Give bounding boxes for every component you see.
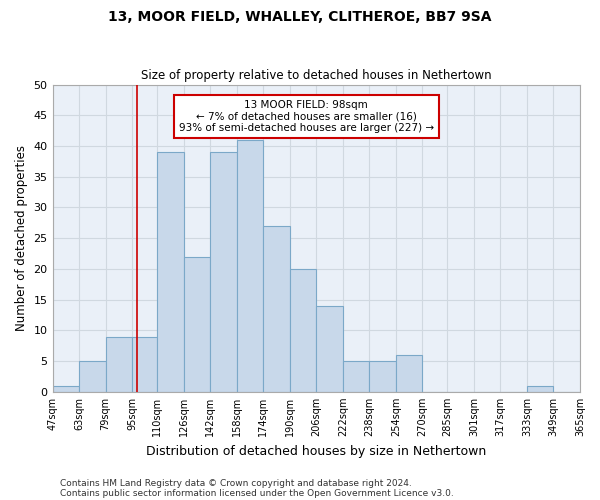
X-axis label: Distribution of detached houses by size in Nethertown: Distribution of detached houses by size … [146, 444, 487, 458]
Bar [316, 306, 343, 392]
Bar [236, 140, 263, 392]
Bar [210, 152, 236, 392]
Bar [370, 361, 396, 392]
Bar [343, 361, 370, 392]
Text: 13 MOOR FIELD: 98sqm
← 7% of detached houses are smaller (16)
93% of semi-detach: 13 MOOR FIELD: 98sqm ← 7% of detached ho… [179, 100, 434, 133]
Bar [290, 269, 316, 392]
Title: Size of property relative to detached houses in Nethertown: Size of property relative to detached ho… [141, 69, 491, 82]
Bar [396, 355, 422, 392]
Y-axis label: Number of detached properties: Number of detached properties [15, 145, 28, 331]
Bar [184, 256, 210, 392]
Text: Contains HM Land Registry data © Crown copyright and database right 2024.: Contains HM Land Registry data © Crown c… [60, 478, 412, 488]
Bar [527, 386, 553, 392]
Text: Contains public sector information licensed under the Open Government Licence v3: Contains public sector information licen… [60, 488, 454, 498]
Bar [263, 226, 290, 392]
Bar [79, 361, 106, 392]
Bar [53, 386, 79, 392]
Bar [132, 336, 157, 392]
Text: 13, MOOR FIELD, WHALLEY, CLITHEROE, BB7 9SA: 13, MOOR FIELD, WHALLEY, CLITHEROE, BB7 … [108, 10, 492, 24]
Bar [106, 336, 132, 392]
Bar [157, 152, 184, 392]
